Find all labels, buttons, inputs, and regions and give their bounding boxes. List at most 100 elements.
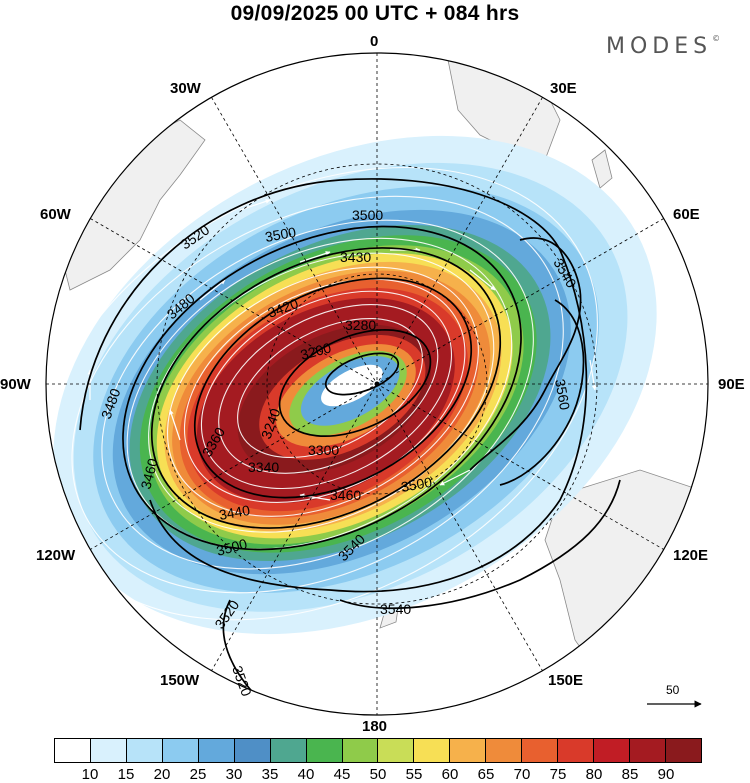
colorbar-tick-label: 55 (405, 766, 423, 783)
colorbar-swatch (413, 738, 450, 763)
contour-label: 3500 (400, 474, 434, 495)
colorbar-swatch (341, 738, 378, 763)
contour-label: 3340 (248, 459, 279, 475)
contour-3560 (499, 299, 585, 486)
contour-3520 (79, 178, 588, 593)
colorbar-tick-label: 65 (477, 766, 495, 783)
colorbar-tick-label: 50 (369, 766, 387, 783)
colorbar-swatch (161, 738, 198, 763)
colorbar-swatch (629, 738, 665, 763)
contour-label: 3540 (380, 601, 411, 617)
colorbar-swatch (197, 738, 234, 763)
colorbar-tick-label: 20 (153, 766, 171, 783)
contour-label: 3460 (137, 456, 161, 490)
lon-label-120w: 120W (36, 547, 76, 564)
wind-arrow (439, 469, 471, 486)
contour-3540-south (339, 479, 621, 610)
reference-vector-label: 50 (666, 683, 680, 697)
contour-label: 3430 (340, 249, 371, 265)
wind-arrow (169, 409, 181, 441)
colorbar-tick-label: 75 (549, 766, 567, 783)
streamline (101, 219, 534, 570)
contour-label: 3500 (215, 535, 249, 559)
colorbar-tick-label: 60 (441, 766, 459, 783)
colorbar-tick-label: 45 (333, 766, 351, 783)
australia-landmass (544, 469, 706, 691)
lon-label-30e: 30E (550, 80, 577, 97)
colorbar-tick-label: 30 (225, 766, 243, 783)
colorbar-tick-label: 90 (657, 766, 675, 783)
copyright-mark: © (712, 34, 721, 43)
colorbar-tick-label: 80 (585, 766, 603, 783)
wind-arrow (299, 251, 331, 263)
colorbar-ticks: 10 15 20 25 30 35 40 45 50 55 60 65 70 75 80 85 90 (54, 764, 702, 783)
streamline (237, 317, 423, 459)
streamline (218, 304, 439, 474)
colorbar-swatch (449, 738, 486, 763)
colorbar-tick-label: 40 (297, 766, 315, 783)
colorbar-tick-label: 25 (189, 766, 207, 783)
colorbar-swatch (664, 738, 702, 763)
map-boundary (45, 52, 709, 716)
madagascar-landmass (591, 149, 613, 189)
colorbar-swatch (557, 738, 594, 763)
colorbar-swatch (521, 738, 558, 763)
wind-arrow (339, 105, 371, 111)
colorbar-tick-label: 35 (261, 766, 279, 783)
shade-inner-10 (321, 364, 383, 407)
wind-arrow (469, 269, 496, 291)
wind-arrow (589, 359, 597, 391)
contour-label: 3200 (299, 339, 333, 363)
contour-3460 (150, 247, 502, 529)
colorbar-swatch (593, 738, 629, 763)
contour-label: 3460 (330, 487, 361, 503)
lon-label-150e: 150E (548, 672, 584, 689)
lon-label-90w: 90W (0, 376, 31, 393)
south-pole-marker (374, 381, 380, 387)
lon-label-60w: 60W (40, 206, 71, 223)
streamline (200, 290, 453, 490)
colorbar-tick-label: 85 (621, 766, 639, 783)
contour-3420 (193, 277, 473, 499)
colorbar (54, 738, 702, 763)
colorbar-swatch (269, 738, 306, 763)
streamline (166, 266, 479, 517)
contour-3300 (278, 329, 432, 437)
contour-label: 3500 (264, 224, 298, 245)
streamline (126, 237, 513, 550)
map-title: 09/09/2025 00 UTC + 084 hrs (230, 2, 520, 25)
lon-label-90e: 90E (718, 376, 745, 393)
colorbar-swatch (233, 738, 270, 763)
brand-name: MODES (606, 34, 713, 59)
colorbar-swatch (125, 738, 162, 763)
colorbar-swatch (377, 738, 414, 763)
colorbar-swatch (485, 738, 522, 763)
contour-3480 (122, 225, 522, 551)
contour-label: 3500 (352, 207, 383, 223)
contour-3540-east (469, 237, 582, 471)
contour-3200 (324, 352, 400, 396)
lon-label-0: 0 (370, 33, 379, 50)
wind-speed-shading (53, 135, 657, 635)
contour-label: 3300 (308, 442, 339, 458)
colorbar-swatch (89, 738, 126, 763)
colorbar-swatch (305, 738, 342, 763)
colorbar-tick-label: 15 (117, 766, 135, 783)
colorbar-tick-label: 10 (81, 766, 99, 783)
lon-label-150w: 150W (160, 672, 200, 689)
lon-label-60e: 60E (673, 206, 700, 223)
colorbar-tick-label: 70 (513, 766, 531, 783)
lon-label-180: 180 (362, 718, 388, 735)
reference-vector-arrow (647, 700, 702, 708)
streamline (148, 252, 495, 533)
brand-logo: MODES© (606, 34, 720, 59)
lon-label-120e: 120E (673, 547, 709, 564)
contour-label: 3280 (345, 317, 376, 333)
contour-label: 3560 (552, 378, 573, 412)
streamline (71, 195, 564, 594)
wind-arrow (199, 279, 226, 301)
contour-label: 3440 (218, 502, 252, 523)
colorbar-swatch (54, 738, 90, 763)
lon-label-30w: 30W (170, 80, 201, 97)
